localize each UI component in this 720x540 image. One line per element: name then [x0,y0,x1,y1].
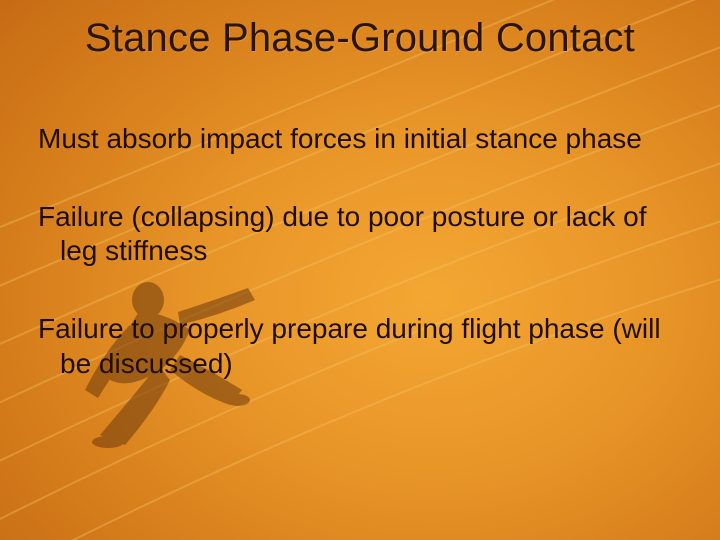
body-paragraph: Must absorb impact forces in initial sta… [38,122,670,156]
slide: Stance Phase-Ground Contact Must absorb … [0,0,720,540]
body-paragraph: Failure to properly prepare during fligh… [38,312,670,380]
slide-title: Stance Phase-Ground Contact [0,16,720,61]
slide-body: Must absorb impact forces in initial sta… [38,122,670,425]
body-paragraph: Failure (collapsing) due to poor posture… [38,200,670,268]
